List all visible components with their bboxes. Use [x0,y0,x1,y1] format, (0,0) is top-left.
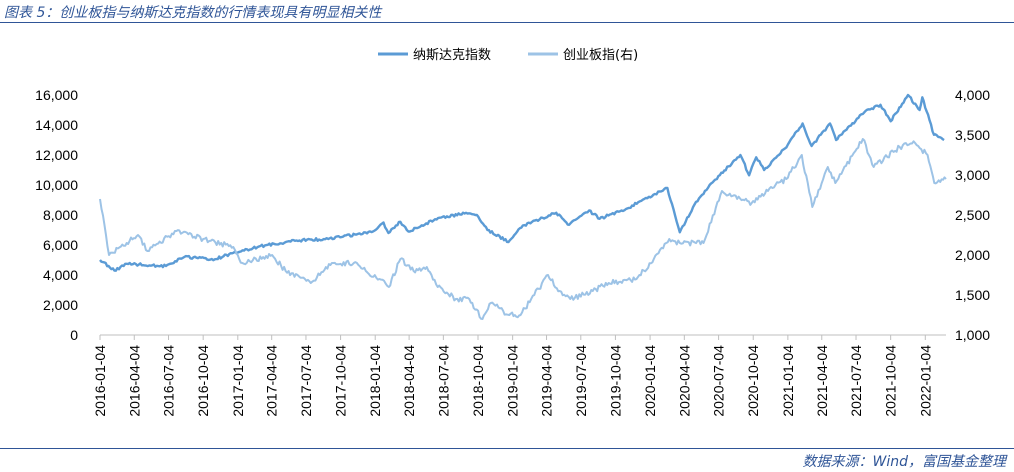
x-tick-label: 2019-07-04 [573,345,589,417]
x-axis: 2016-01-04 2016-04-04 2016-07-04 2016-10-04… [92,335,933,417]
x-tick-label: 2018-10-04 [470,345,486,417]
y-left-tick-label: 4,000 [43,267,78,283]
x-tick-label: 2021-07-04 [848,345,864,417]
x-tick-label: 2020-04-04 [676,345,692,417]
y-right-tick-label: 3,000 [955,167,990,183]
chart-title: 图表 5：创业板指与纳斯达克指数的行情表现具有明显相关性 [4,5,382,21]
legend-label-chinext: 创业板指(右) [563,48,638,63]
x-tick-label: 2017-01-04 [230,345,246,417]
y-left-tick-label: 0 [70,327,78,343]
y-right-tick-label: 2,000 [955,247,990,263]
y-left-tick-label: 14,000 [35,117,78,133]
y-axis-right: 1,000 1,500 2,000 2,500 3,000 3,500 4,000 [955,87,990,343]
y-left-tick-label: 2,000 [43,297,78,313]
y-axis-left: 0 2,000 4,000 6,000 8,000 10,000 12,000 14,000 1… [35,87,78,343]
x-tick-label: 2020-07-04 [711,345,727,417]
y-left-tick-label: 8,000 [43,207,78,223]
data-source: 数据来源：Wind，富国基金整理 [802,454,1007,470]
x-tick-label: 2021-10-04 [883,345,899,417]
title-divider [0,22,1014,23]
y-left-tick-label: 6,000 [43,237,78,253]
x-tick-label: 2018-01-04 [367,345,383,417]
y-left-tick-label: 16,000 [35,87,78,103]
x-tick-label: 2016-01-04 [92,345,108,417]
x-tick-label: 2022-01-04 [917,345,933,417]
y-right-tick-label: 4,000 [955,87,990,103]
x-tick-label: 2020-01-04 [642,345,658,417]
x-tick-label: 2017-07-04 [298,345,314,417]
x-tick-label: 2019-10-04 [607,345,623,417]
y-left-tick-label: 10,000 [35,177,78,193]
y-left-tick-label: 12,000 [35,147,78,163]
y-right-tick-label: 1,000 [955,327,990,343]
y-right-tick-label: 3,500 [955,127,990,143]
footer-divider [0,448,1014,449]
legend: 纳斯达克指数 创业板指(右) [378,48,638,63]
plot-area [99,93,947,336]
x-tick-label: 2016-07-04 [161,345,177,417]
legend-label-nasdaq: 纳斯达克指数 [413,48,491,63]
x-tick-label: 2019-01-04 [505,345,521,417]
series-line-nasdaq [99,93,945,272]
x-tick-label: 2021-04-04 [814,345,830,417]
x-tick-label: 2020-10-04 [745,345,761,417]
x-tick-label: 2017-10-04 [333,345,349,417]
x-tick-label: 2018-07-04 [435,345,451,417]
x-tick-label: 2017-04-04 [264,345,280,417]
x-tick-label: 2016-04-04 [126,345,142,417]
x-tick-label: 2016-10-04 [195,345,211,417]
x-tick-label: 2019-04-04 [539,345,555,417]
y-right-tick-label: 1,500 [955,287,990,303]
series-line-chinext [99,138,947,320]
y-right-tick-label: 2,500 [955,207,990,223]
x-tick-label: 2021-01-04 [780,345,796,417]
x-tick-label: 2018-04-04 [401,345,417,417]
